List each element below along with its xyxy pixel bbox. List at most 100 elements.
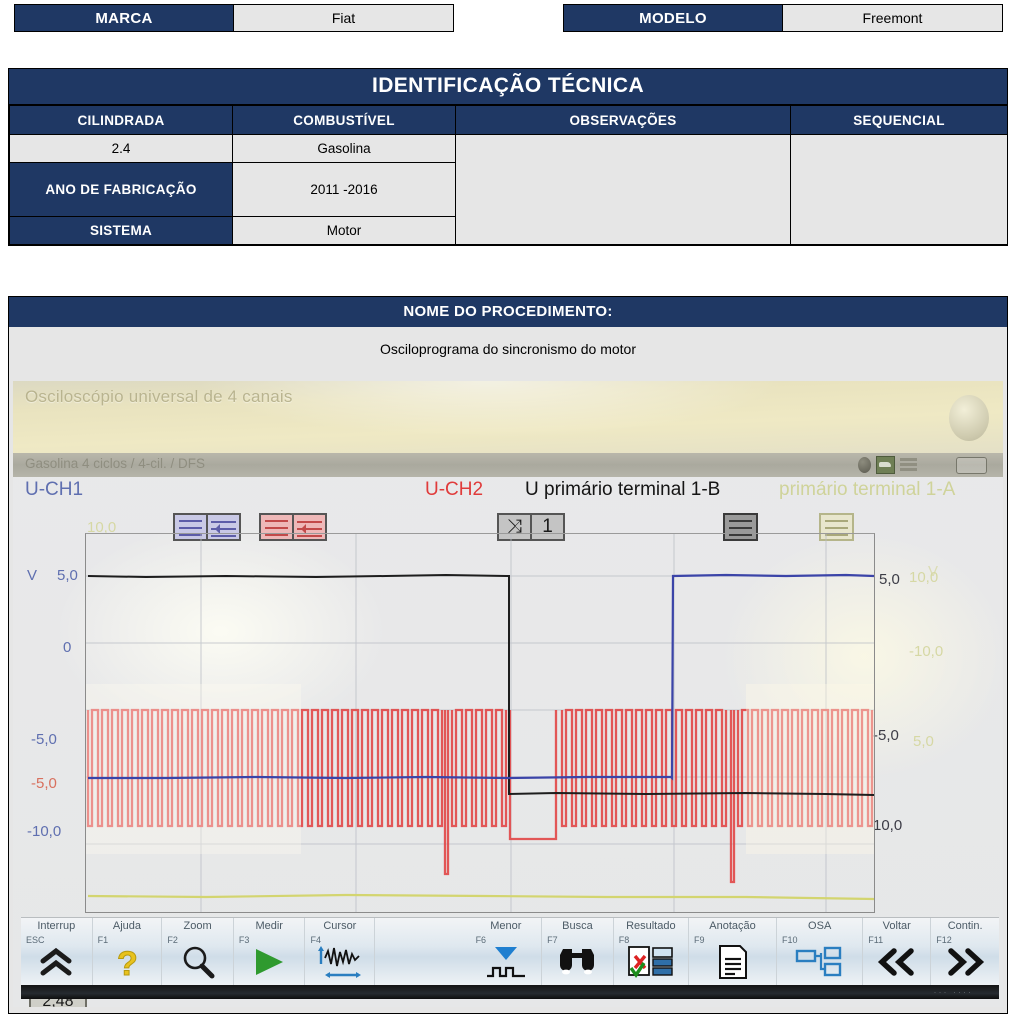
modelo-field: MODELO Freemont xyxy=(563,4,1003,32)
fn-anotacao-key: F9 xyxy=(693,935,705,945)
fn-anotacao-label: Anotação xyxy=(709,920,756,932)
fn-medir-label: Medir xyxy=(255,920,283,932)
y-axis-right-tick-neg5: -5,0 xyxy=(873,727,899,744)
fn-continuar-button[interactable]: Contin. F12 xyxy=(931,918,999,985)
fn-cursor-key: F4 xyxy=(310,935,321,945)
function-key-bar: Interrup ESC Ajuda F1 ? Zoom F2 xyxy=(21,917,999,985)
trace-channel-3 xyxy=(87,573,874,796)
fn-continuar-label: Contin. xyxy=(947,920,983,932)
oscilloscope-screenshot: Osciloscópio universal de 4 canais Gasol… xyxy=(13,381,1003,1007)
label-ano-fabricacao: ANO DE FABRICAÇÃO xyxy=(9,162,233,217)
table-row: ANO DE FABRICAÇÃO 2011 -2016 xyxy=(9,162,1008,217)
fn-busca-button[interactable]: Busca F7 xyxy=(542,918,614,985)
question-mark-icon: ? xyxy=(113,943,141,981)
device-bottom-bezel xyxy=(21,985,999,999)
fn-menor-key: F6 xyxy=(475,935,487,945)
fn-medir-button[interactable]: Medir F3 xyxy=(234,918,306,985)
channel-description-secondary: primário terminal 1-A xyxy=(779,479,956,500)
y-axis-left-red-tick-neg5: -5,0 xyxy=(31,775,57,792)
cell-cilindrada-value[interactable]: 2.4 xyxy=(9,134,233,163)
fn-interrup-button[interactable]: Interrup ESC xyxy=(21,918,93,985)
fn-voltar-key: F11 xyxy=(868,935,884,945)
y-axis-right-unit: V xyxy=(928,563,939,580)
waveform-cursor-icon xyxy=(317,943,363,981)
vehicle-icon[interactable] xyxy=(876,456,895,474)
device-title: Osciloscópio universal de 4 canais xyxy=(25,387,293,406)
device-knob-icon[interactable] xyxy=(949,395,989,441)
label-sistema: SISTEMA xyxy=(9,216,233,245)
cell-sequencial-value[interactable] xyxy=(790,134,1008,245)
fn-menor-button[interactable]: Menor F6 xyxy=(471,918,543,985)
channel-3-settings-button[interactable] xyxy=(723,513,758,541)
header-cilindrada: CILINDRADA xyxy=(9,105,233,135)
ident-title: IDENTIFICAÇÃO TÉCNICA xyxy=(9,69,1007,105)
waveform-svg xyxy=(86,534,874,912)
y-axis-left-tick-neg5: -5,0 xyxy=(31,731,57,748)
channel-1-shift-icon xyxy=(206,515,239,539)
double-chevron-right-icon xyxy=(943,943,987,981)
trigger-edge-icon: ⤨ xyxy=(499,515,530,539)
fn-osa-label: OSA xyxy=(808,920,832,932)
fn-resultado-button[interactable]: Resultado F8 xyxy=(614,918,689,985)
cell-observacoes-value[interactable] xyxy=(455,134,791,245)
header-combustivel: COMBUSTÍVEL xyxy=(232,105,456,135)
marca-label: MARCA xyxy=(15,5,234,31)
y-axis-left-tick-neg10: -10,0 xyxy=(27,823,62,840)
trace-channel-4 xyxy=(87,893,874,901)
modelo-label: MODELO xyxy=(564,5,783,31)
fn-medir-key: F3 xyxy=(238,935,250,945)
y-axis-right-tick-neg10: -10,0 xyxy=(868,817,903,834)
fn-busca-label: Busca xyxy=(562,920,593,932)
note-page-icon xyxy=(717,943,749,981)
waveform-plot[interactable] xyxy=(85,533,875,913)
binoculars-icon xyxy=(557,943,597,981)
procedure-name: Osciloprograma do sincronismo do motor xyxy=(380,341,636,357)
device-bottom-text: ··· ···· xyxy=(933,987,973,997)
fn-voltar-label: Voltar xyxy=(882,920,911,932)
procedure-panel: NOME DO PROCEDIMENTO: Osciloprograma do … xyxy=(8,296,1008,1014)
cell-combustivel-value[interactable]: Gasolina xyxy=(232,134,456,163)
fn-voltar-button[interactable]: Voltar F11 xyxy=(863,918,932,985)
magnifier-icon xyxy=(181,943,215,981)
battery-icon xyxy=(956,457,987,474)
trigger-settings-button[interactable]: ⤨ 1 xyxy=(497,513,565,541)
marca-value[interactable]: Fiat xyxy=(234,5,453,31)
table-row: 2.4 Gasolina xyxy=(9,134,1008,245)
trace-channel-1 xyxy=(88,573,874,781)
vehicle-header-row: MARCA Fiat MODELO Freemont xyxy=(0,0,1017,36)
fn-interrup-key: ESC xyxy=(26,935,45,945)
fn-ajuda-key: F1 xyxy=(97,935,109,945)
header-sequencial: SEQUENCIAL xyxy=(790,105,1008,135)
grid-icon[interactable] xyxy=(900,457,917,473)
fn-continuar-key: F12 xyxy=(936,935,952,945)
cell-sistema-value[interactable]: Motor xyxy=(232,216,456,245)
y-axis-left-unit: V xyxy=(27,567,38,584)
channel-description: U primário terminal 1-B xyxy=(525,479,721,500)
fn-interrup-label: Interrup xyxy=(37,920,76,932)
channel-2-label[interactable]: U-CH2 xyxy=(425,479,484,500)
status-bar-icons xyxy=(858,456,917,474)
channel-1-label[interactable]: U-CH1 xyxy=(25,479,84,500)
y-axis-right-green-tick-neg10: -10,0 xyxy=(909,643,944,660)
modelo-value[interactable]: Freemont xyxy=(783,5,1002,31)
trace-channel-2 xyxy=(86,708,874,884)
y-axis-right-tick-5: 5,0 xyxy=(879,571,900,588)
fn-anotacao-button[interactable]: Anotação F9 xyxy=(689,918,778,985)
channel-legend-row: U-CH1 U-CH2 U primário terminal 1-B prim… xyxy=(13,479,1003,507)
channel-1-settings-button[interactable] xyxy=(173,513,241,541)
svg-text:?: ? xyxy=(117,945,138,979)
table-header-row: CILINDRADA COMBUSTÍVEL OBSERVAÇÕES SEQUE… xyxy=(9,105,1008,135)
channel-2-settings-button[interactable] xyxy=(259,513,327,541)
fn-osa-button[interactable]: OSA F10 xyxy=(777,918,864,985)
cell-ano-value[interactable]: 2011 -2016 xyxy=(232,162,456,217)
fn-zoom-button[interactable]: Zoom F2 xyxy=(162,918,234,985)
fn-resultado-label: Resultado xyxy=(626,920,676,932)
channel-2-shift-icon xyxy=(292,515,325,539)
fn-ajuda-button[interactable]: Ajuda F1 ? xyxy=(93,918,163,985)
channel-2-lines-icon xyxy=(261,515,292,539)
fn-busca-key: F7 xyxy=(547,935,558,945)
y-axis-right-green-tick-5: 5,0 xyxy=(913,733,934,750)
fn-osa-key: F10 xyxy=(782,935,798,945)
scope-status-bar xyxy=(13,453,1003,477)
fn-cursor-button[interactable]: Cursor F4 xyxy=(305,918,376,985)
